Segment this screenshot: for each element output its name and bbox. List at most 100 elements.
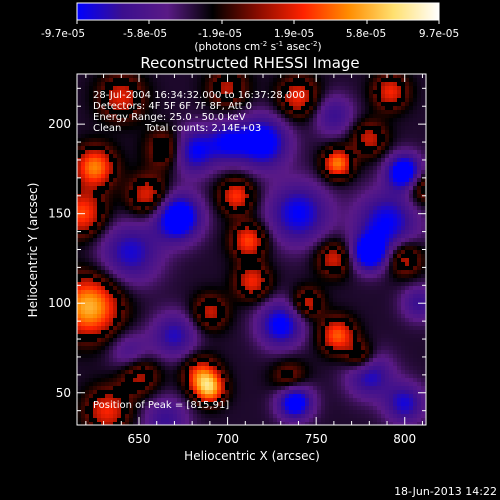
heatmap-cell bbox=[237, 254, 242, 259]
heatmap-cell bbox=[405, 138, 410, 143]
heatmap-cell bbox=[273, 262, 278, 267]
heatmap-cell bbox=[241, 250, 246, 255]
heatmap-cell bbox=[133, 270, 138, 275]
heatmap-cell bbox=[261, 166, 266, 171]
heatmap-cell bbox=[341, 130, 346, 135]
heatmap-cell bbox=[417, 278, 422, 283]
heatmap-cell bbox=[165, 166, 170, 171]
heatmap-cell bbox=[165, 126, 170, 131]
heatmap-cell bbox=[313, 206, 318, 211]
heatmap-cell bbox=[185, 282, 190, 287]
heatmap-cell bbox=[193, 94, 198, 99]
heatmap-cell bbox=[261, 226, 266, 231]
heatmap-cell bbox=[337, 130, 342, 135]
heatmap-cell bbox=[281, 298, 286, 303]
heatmap-cell bbox=[217, 150, 222, 155]
heatmap-cell bbox=[177, 166, 182, 171]
heatmap-cell bbox=[421, 150, 426, 155]
heatmap-cell bbox=[237, 110, 242, 115]
heatmap-cell bbox=[77, 282, 82, 287]
heatmap-cell bbox=[361, 102, 366, 107]
heatmap-cell bbox=[229, 82, 234, 87]
heatmap-cell bbox=[81, 222, 86, 227]
heatmap-cell bbox=[113, 198, 118, 203]
heatmap-cell bbox=[289, 226, 294, 231]
heatmap-cell bbox=[325, 222, 330, 227]
heatmap-cell bbox=[121, 106, 126, 111]
heatmap-cell bbox=[181, 274, 186, 279]
heatmap-cell bbox=[93, 230, 98, 235]
heatmap-cell bbox=[221, 74, 226, 79]
heatmap-cell bbox=[221, 194, 226, 199]
heatmap-cell bbox=[265, 170, 270, 175]
heatmap-cell bbox=[249, 106, 254, 111]
heatmap-cell bbox=[401, 294, 406, 299]
heatmap-cell bbox=[417, 150, 422, 155]
heatmap-cell bbox=[101, 234, 106, 239]
heatmap-cell bbox=[301, 206, 306, 211]
heatmap-cell bbox=[177, 102, 182, 107]
heatmap-cell bbox=[329, 126, 334, 131]
heatmap-cell bbox=[381, 150, 386, 155]
heatmap-cell bbox=[161, 134, 166, 139]
heatmap-cell bbox=[345, 222, 350, 227]
heatmap-cell bbox=[345, 86, 350, 91]
heatmap-cell bbox=[241, 214, 246, 219]
heatmap-cell bbox=[141, 182, 146, 187]
heatmap-cell bbox=[157, 250, 162, 255]
heatmap-cell bbox=[121, 282, 126, 287]
heatmap-cell bbox=[185, 98, 190, 103]
heatmap-cell bbox=[113, 206, 118, 211]
heatmap-cell bbox=[285, 222, 290, 227]
heatmap-cell bbox=[181, 254, 186, 259]
heatmap-cell bbox=[221, 206, 226, 211]
heatmap-cell bbox=[205, 110, 210, 115]
heatmap-cell bbox=[189, 126, 194, 131]
heatmap-cell bbox=[413, 162, 418, 167]
heatmap-cell bbox=[281, 138, 286, 143]
heatmap-cell bbox=[113, 86, 118, 91]
heatmap-cell bbox=[165, 214, 170, 219]
heatmap-cell bbox=[421, 170, 426, 175]
heatmap-cell bbox=[161, 166, 166, 171]
heatmap-cell bbox=[137, 218, 142, 223]
heatmap-cell bbox=[349, 106, 354, 111]
heatmap-cell bbox=[261, 258, 266, 263]
heatmap-cell bbox=[213, 242, 218, 247]
heatmap-cell bbox=[169, 142, 174, 147]
heatmap-cell bbox=[153, 186, 158, 191]
heatmap-cell bbox=[161, 254, 166, 259]
heatmap-cell bbox=[85, 294, 90, 299]
heatmap-cell bbox=[153, 130, 158, 135]
heatmap-cell bbox=[137, 226, 142, 231]
heatmap-cell bbox=[377, 290, 382, 295]
heatmap-cell bbox=[373, 246, 378, 251]
heatmap-cell bbox=[137, 202, 142, 207]
heatmap-cell bbox=[305, 262, 310, 267]
heatmap-cell bbox=[325, 294, 330, 299]
heatmap-cell bbox=[261, 202, 266, 207]
heatmap-cell bbox=[197, 134, 202, 139]
heatmap-cell bbox=[369, 226, 374, 231]
heatmap-cell bbox=[401, 126, 406, 131]
heatmap-cell bbox=[297, 178, 302, 183]
heatmap-cell bbox=[113, 102, 118, 107]
heatmap-cell bbox=[129, 190, 134, 195]
heatmap-cell bbox=[229, 290, 234, 295]
heatmap-cell bbox=[133, 194, 138, 199]
heatmap-cell bbox=[321, 122, 326, 127]
heatmap-cell bbox=[337, 290, 342, 295]
heatmap-cell bbox=[97, 294, 102, 299]
heatmap-cell bbox=[209, 74, 214, 79]
heatmap-cell bbox=[241, 82, 246, 87]
heatmap-cell bbox=[149, 170, 154, 175]
heatmap-cell bbox=[393, 154, 398, 159]
heatmap-cell bbox=[241, 246, 246, 251]
heatmap-cell bbox=[137, 262, 142, 267]
heatmap-cell bbox=[285, 142, 290, 147]
heatmap-cell bbox=[205, 98, 210, 103]
heatmap-cell bbox=[157, 266, 162, 271]
heatmap-cell bbox=[113, 266, 118, 271]
heatmap-cell bbox=[285, 290, 290, 295]
heatmap-cell bbox=[241, 226, 246, 231]
